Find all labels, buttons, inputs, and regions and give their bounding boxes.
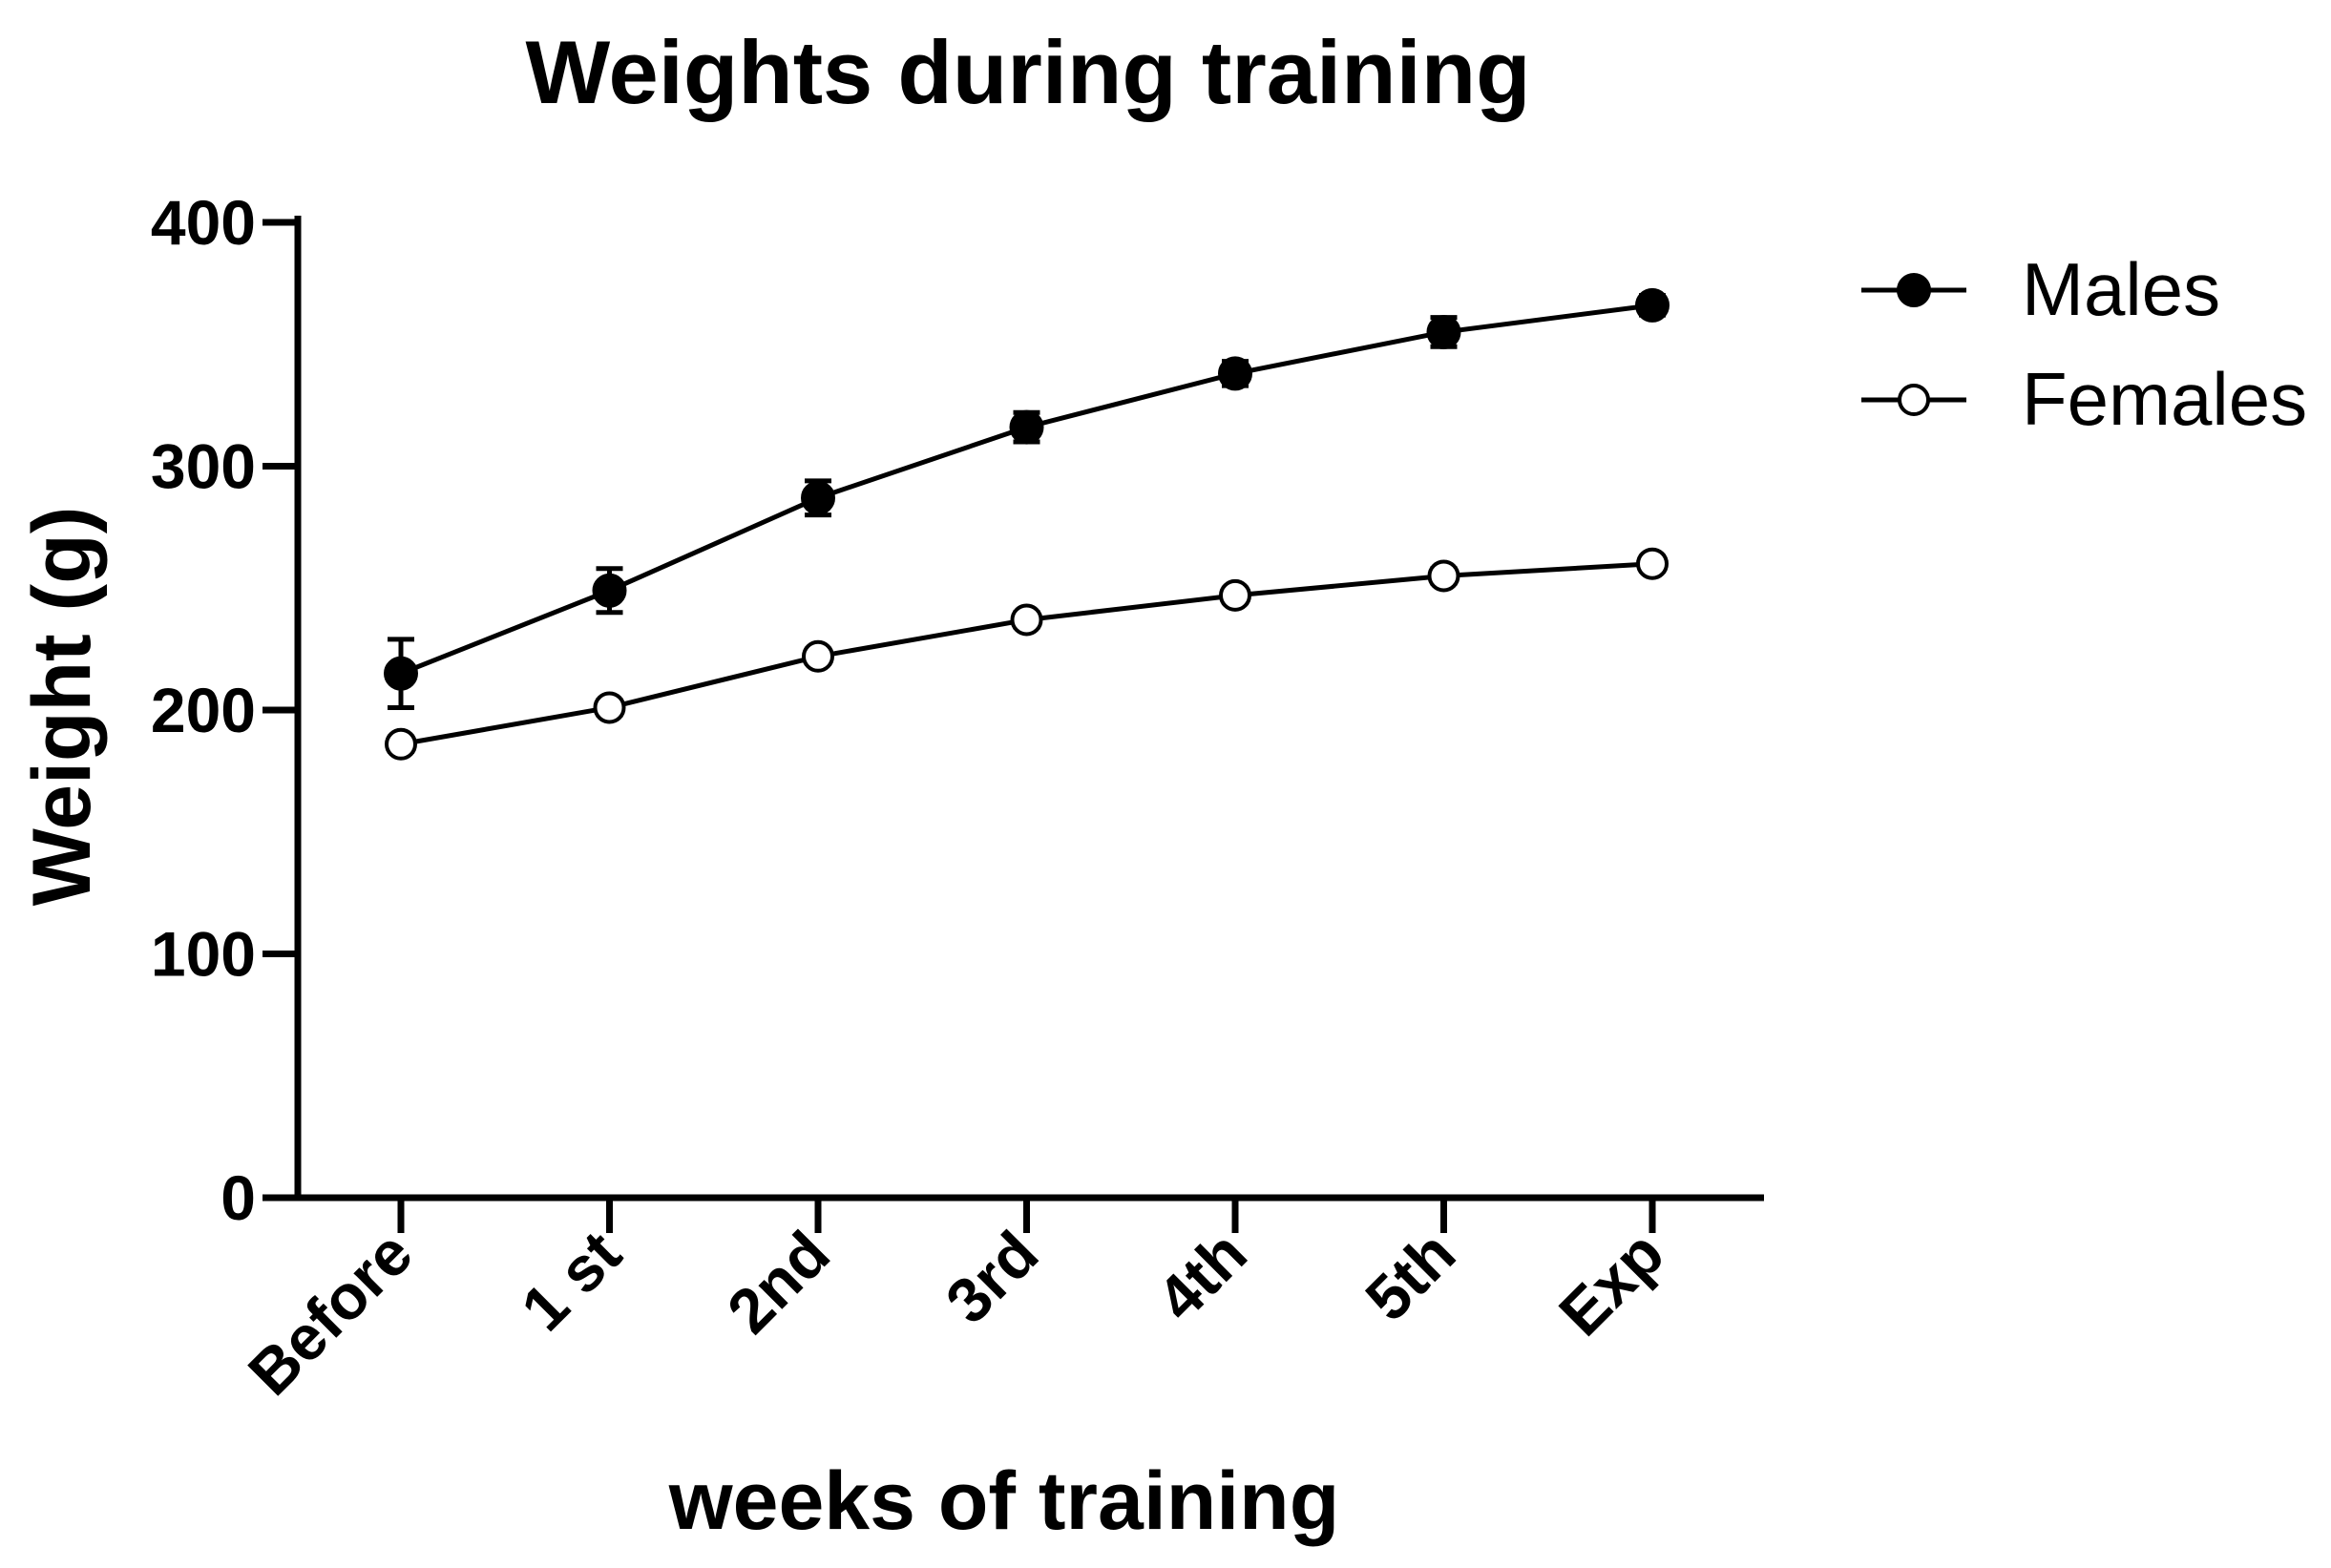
data-point-females [593, 691, 626, 724]
legend-item-females: Females [1861, 357, 2307, 441]
x-tick-label: Before [235, 1218, 426, 1409]
x-axis-ticks: Before 1 st 2nd 3rd 4th 5th Exp [235, 1198, 1677, 1409]
legend-item-males: Males [1861, 247, 2220, 331]
series-females [385, 547, 1669, 761]
y-axis-label: Weight (g) [16, 507, 108, 907]
x-tick-label: 2nd [714, 1218, 843, 1347]
data-point-females [1636, 547, 1669, 580]
data-point-males [801, 480, 835, 515]
series-layer [384, 287, 1670, 761]
data-point-females [1010, 603, 1043, 637]
series-line-females [400, 561, 1653, 747]
y-tick-label: 300 [151, 431, 256, 502]
x-tick-label: 1 st [508, 1218, 635, 1345]
legend-label-females: Females [2022, 357, 2307, 441]
y-tick-label: 400 [151, 187, 256, 258]
data-point-males [1009, 409, 1044, 445]
data-point-males [1218, 356, 1252, 391]
data-point-males [1635, 287, 1670, 323]
data-point-females [802, 639, 834, 673]
data-point-males [384, 656, 418, 691]
x-tick-label: 3rd [932, 1218, 1051, 1337]
x-tick-label: 4th [1144, 1218, 1260, 1334]
y-axis-ticks: 0 100 200 300 400 [151, 187, 298, 1233]
data-point-males [1426, 314, 1461, 349]
data-point-females [385, 727, 417, 761]
data-point-males [592, 573, 627, 608]
x-tick-label: Exp [1545, 1218, 1677, 1349]
series-males [384, 287, 1670, 710]
y-tick-label: 100 [151, 919, 256, 990]
data-point-females [1427, 559, 1460, 593]
legend-males-marker [1897, 273, 1931, 307]
x-tick-label: 5th [1352, 1218, 1468, 1334]
legend-females-marker [1898, 384, 1930, 416]
x-axis-label: weeks of training [668, 1455, 1340, 1547]
legend-label-males: Males [2022, 247, 2220, 331]
legend: Males Females [1861, 247, 2307, 441]
chart-title: Weights during training [525, 22, 1530, 122]
data-point-females [1219, 578, 1251, 612]
y-tick-label: 0 [220, 1162, 256, 1233]
y-tick-label: 200 [151, 675, 256, 745]
